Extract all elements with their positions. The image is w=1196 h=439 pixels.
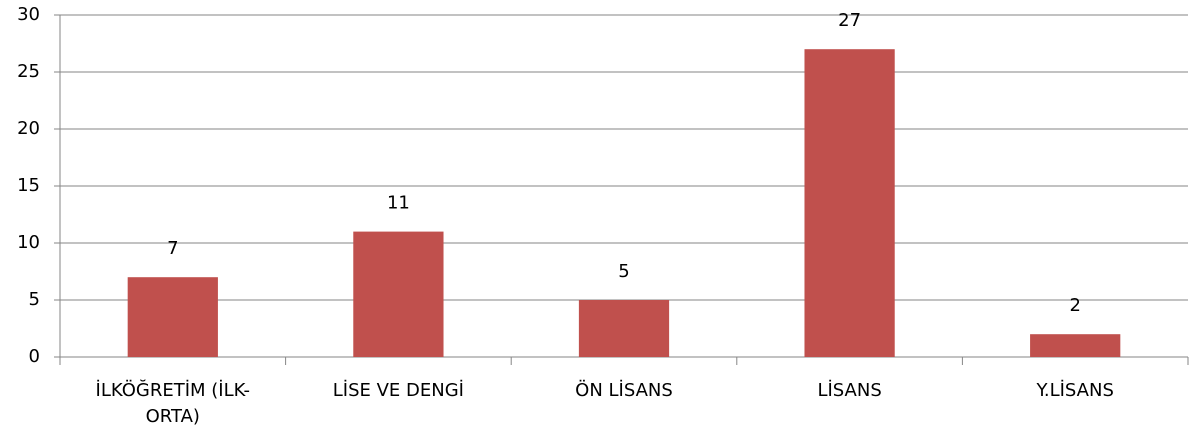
x-tick-label: İLKÖĞRETİM (İLK-ORTA) bbox=[95, 380, 251, 427]
x-tick-label: ÖN LİSANS bbox=[575, 380, 673, 401]
data-label: 11 bbox=[387, 193, 410, 214]
data-label: 7 bbox=[167, 238, 178, 259]
y-tick-label: 30 bbox=[17, 4, 40, 25]
y-tick-label: 15 bbox=[17, 175, 40, 196]
y-tick-label: 5 bbox=[29, 289, 40, 310]
y-tick-label: 0 bbox=[29, 346, 40, 367]
data-label: 5 bbox=[618, 261, 629, 282]
y-tick-label: 25 bbox=[17, 61, 40, 82]
y-tick-label: 20 bbox=[17, 118, 40, 139]
x-tick-label: Y.LİSANS bbox=[1036, 380, 1114, 401]
y-tick-label: 10 bbox=[17, 232, 40, 253]
bar bbox=[804, 49, 895, 357]
x-tick-label: LİSE VE DENGİ bbox=[332, 380, 464, 401]
bar bbox=[353, 231, 444, 357]
x-tick-label: LİSANS bbox=[817, 380, 882, 401]
bar bbox=[1030, 334, 1121, 357]
data-label: 2 bbox=[1069, 295, 1080, 316]
data-label: 27 bbox=[838, 10, 861, 31]
bar bbox=[127, 277, 218, 357]
bar bbox=[578, 300, 670, 357]
